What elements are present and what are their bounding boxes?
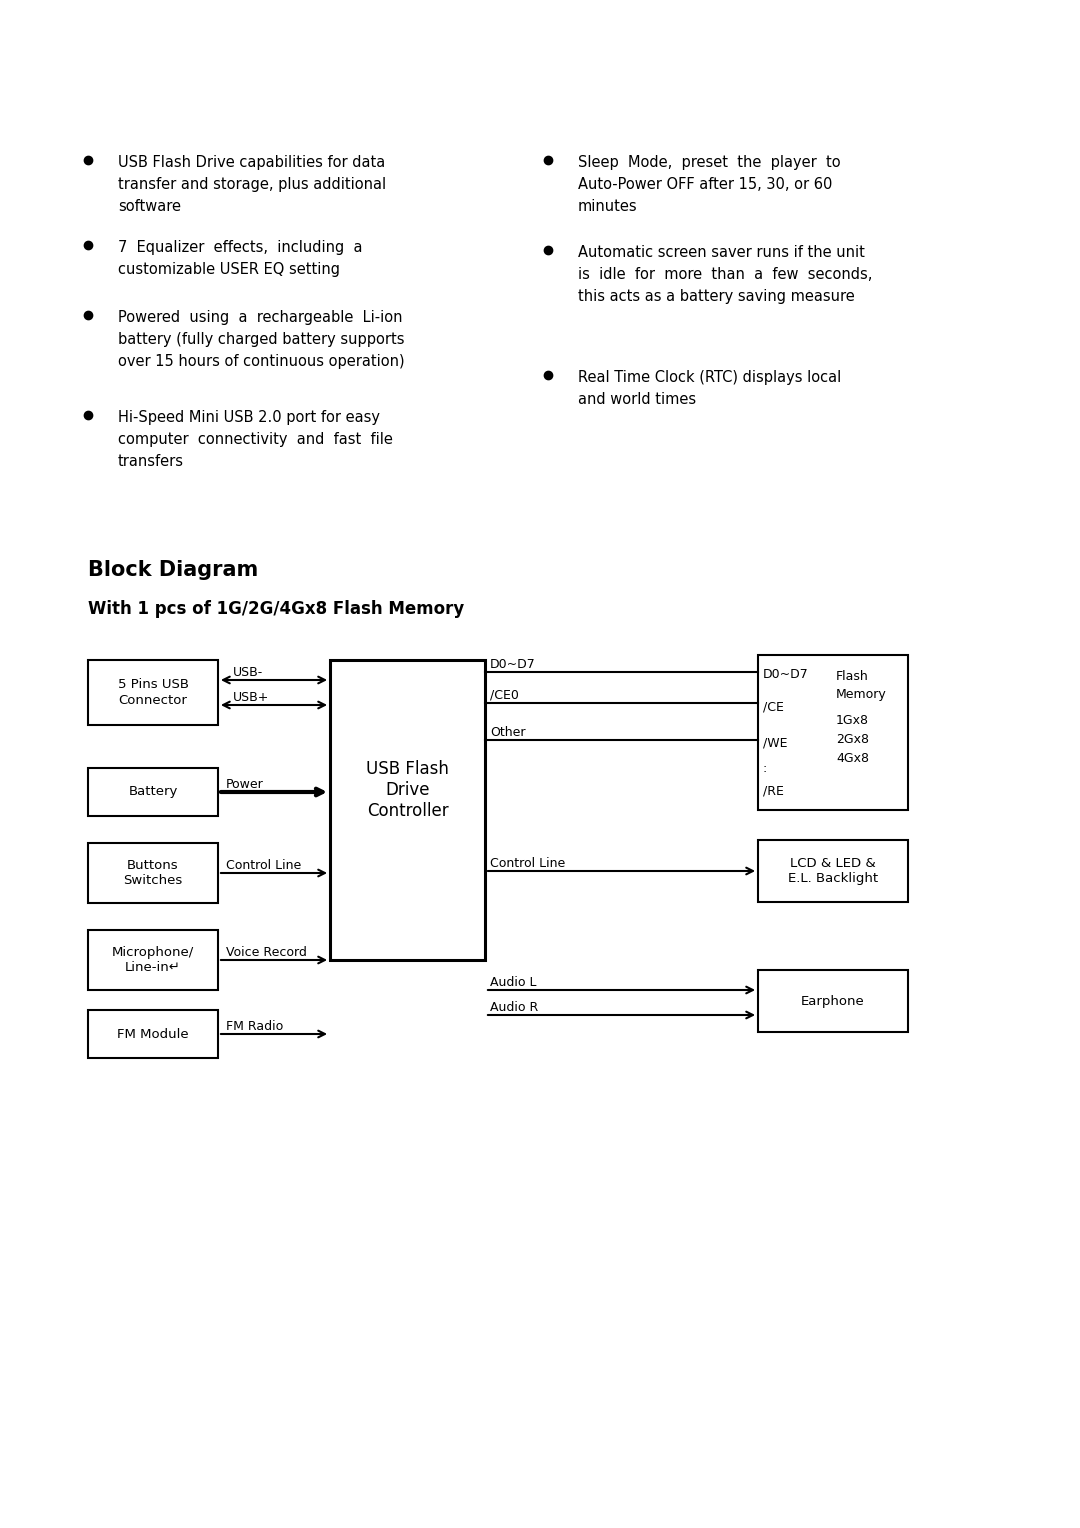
Text: USB Flash Drive capabilities for data: USB Flash Drive capabilities for data [118,154,386,170]
Text: 7  Equalizer  effects,  including  a: 7 Equalizer effects, including a [118,240,363,255]
Bar [758,840,908,902]
Text: 1Gx8: 1Gx8 [836,714,869,727]
Text: FM Radio: FM Radio [226,1021,283,1033]
Text: D0~D7: D0~D7 [490,659,536,671]
Text: /CE: /CE [762,700,784,714]
Text: USB+: USB+ [233,691,269,704]
Text: and world times: and world times [578,393,697,406]
Text: Earphone: Earphone [801,995,865,1007]
Text: Audio L: Audio L [490,976,537,989]
Bar [87,931,218,990]
Text: transfer and storage, plus additional: transfer and storage, plus additional [118,177,387,193]
Text: /CE0: /CE0 [490,689,518,701]
Text: battery (fully charged battery supports: battery (fully charged battery supports [118,332,405,347]
Text: Audio R: Audio R [490,1001,538,1015]
Text: 4Gx8: 4Gx8 [836,752,869,766]
Bar [87,1010,218,1057]
Bar [87,769,218,816]
Text: Other: Other [490,726,526,740]
Text: /RE: /RE [762,784,784,798]
Text: customizable USER EQ setting: customizable USER EQ setting [118,261,340,277]
Text: software: software [118,199,181,214]
Text: USB-: USB- [233,666,264,678]
Text: Automatic screen saver runs if the unit: Automatic screen saver runs if the unit [578,244,865,260]
Text: FM Module: FM Module [118,1027,189,1041]
Text: is  idle  for  more  than  a  few  seconds,: is idle for more than a few seconds, [578,267,873,283]
Text: Power: Power [226,778,264,792]
Text: LCD & LED &
E.L. Backlight: LCD & LED & E.L. Backlight [788,857,878,885]
Text: Auto-Power OFF after 15, 30, or 60: Auto-Power OFF after 15, 30, or 60 [578,177,833,193]
Text: computer  connectivity  and  fast  file: computer connectivity and fast file [118,432,393,448]
Text: Hi-Speed Mini USB 2.0 port for easy: Hi-Speed Mini USB 2.0 port for easy [118,410,380,425]
Text: Control Line: Control Line [490,857,565,869]
Text: Buttons
Switches: Buttons Switches [123,859,183,886]
Bar [758,970,908,1031]
Text: Powered  using  a  rechargeable  Li-ion: Powered using a rechargeable Li-ion [118,310,403,325]
Text: USB Flash
Drive
Controller: USB Flash Drive Controller [366,761,449,821]
Text: minutes: minutes [578,199,637,214]
Text: Memory: Memory [836,688,887,701]
Text: this acts as a battery saving measure: this acts as a battery saving measure [578,289,854,304]
Text: Microphone/
Line-in↵: Microphone/ Line-in↵ [112,946,194,973]
Bar [87,660,218,724]
Text: 2Gx8: 2Gx8 [836,733,869,746]
Text: transfers: transfers [118,454,184,469]
Text: With 1 pcs of 1G/2G/4Gx8 Flash Memory: With 1 pcs of 1G/2G/4Gx8 Flash Memory [87,601,464,617]
Text: 5 Pins USB
Connector: 5 Pins USB Connector [118,678,189,706]
Text: /WE: /WE [762,736,787,750]
Text: D0~D7: D0~D7 [762,668,809,681]
Bar [330,660,485,960]
Text: Battery: Battery [129,785,178,799]
Text: Voice Record: Voice Record [226,946,307,960]
Text: Sleep  Mode,  preset  the  player  to: Sleep Mode, preset the player to [578,154,840,170]
Text: Flash: Flash [836,669,868,683]
Text: Block Diagram: Block Diagram [87,559,258,581]
Text: over 15 hours of continuous operation): over 15 hours of continuous operation) [118,354,405,368]
Text: :: : [762,762,767,775]
Bar [758,656,908,810]
Text: Control Line: Control Line [226,859,301,872]
Bar [87,843,218,903]
Text: Real Time Clock (RTC) displays local: Real Time Clock (RTC) displays local [578,370,841,385]
